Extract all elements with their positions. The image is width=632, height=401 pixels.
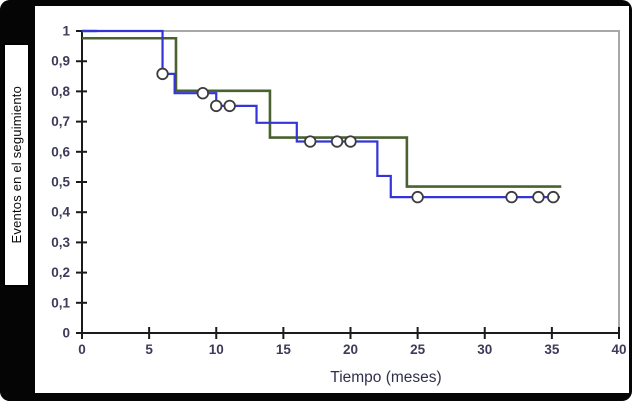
x-tick-label: 35 xyxy=(544,342,560,357)
survival-curve-green-group xyxy=(82,36,562,188)
censor-marker xyxy=(223,99,236,113)
plot-frame xyxy=(82,30,620,333)
censor-marker xyxy=(210,99,223,113)
y-tick-label: 0,8 xyxy=(51,84,70,99)
x-axis-title: Tiempo (meses) xyxy=(330,369,442,386)
y-axis-title-box: Eventos en el seguimiento xyxy=(3,43,30,287)
y-tick-label: 0,7 xyxy=(51,114,70,129)
x-tick-label: 15 xyxy=(276,342,292,357)
y-tick-label: 0 xyxy=(62,326,70,341)
y-tick-label: 1 xyxy=(62,24,70,39)
x-tick-label: 30 xyxy=(477,342,492,357)
y-tick-label: 0,1 xyxy=(51,295,70,310)
y-tick-label: 0,6 xyxy=(51,144,70,159)
y-tick-label: 0,9 xyxy=(51,54,70,69)
survival-curve-blue-group xyxy=(82,29,560,199)
censor-marker xyxy=(304,135,317,148)
x-tick-label: 0 xyxy=(78,342,86,357)
censor-marker xyxy=(411,190,424,204)
y-tick-label: 0,3 xyxy=(51,235,70,250)
censor-marker xyxy=(330,135,344,148)
x-tick-label: 20 xyxy=(343,342,358,357)
censor-marker xyxy=(505,190,518,204)
censor-marker xyxy=(532,190,545,204)
y-tick-label: 0,4 xyxy=(51,205,70,220)
censor-marker xyxy=(344,135,357,148)
y-tick-label: 0,5 xyxy=(51,175,70,190)
x-tick-label: 10 xyxy=(209,342,224,357)
censor-marker xyxy=(156,67,169,81)
y-tick-label: 0,2 xyxy=(51,265,70,280)
x-tick-label: 40 xyxy=(611,342,626,357)
censor-marker xyxy=(196,87,210,100)
x-tick-label: 25 xyxy=(410,342,426,357)
plot-canvas xyxy=(35,6,629,393)
x-tick-label: 5 xyxy=(145,342,153,357)
censor-marker xyxy=(547,190,560,204)
y-axis-title-sidebar: Eventos en el seguimiento xyxy=(0,0,35,401)
